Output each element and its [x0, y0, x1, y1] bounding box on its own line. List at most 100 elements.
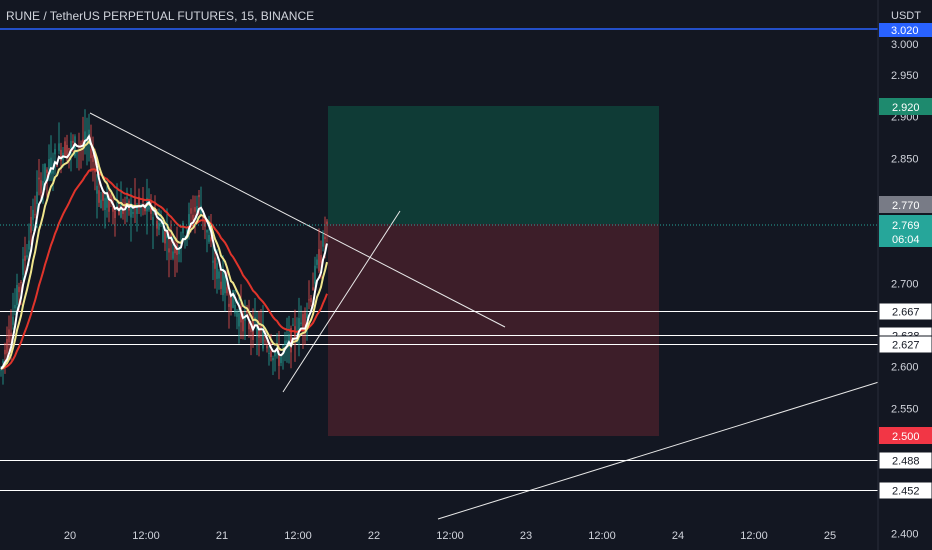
candle-body	[188, 214, 190, 227]
candle-body	[4, 349, 6, 355]
candle-body	[216, 263, 218, 279]
candle-body	[80, 143, 82, 147]
level-price-badge	[878, 481, 932, 500]
candle-body	[224, 275, 226, 294]
symbol-name: RUNE / TetherUS PERPETUAL FUTURES	[6, 9, 235, 23]
time-tick-label: 20	[64, 530, 76, 542]
interval-label: 15	[240, 9, 255, 23]
level-price-badge	[878, 335, 932, 354]
candle-body	[92, 155, 94, 162]
title-separator: ,	[254, 9, 261, 23]
candle-body	[84, 131, 86, 145]
candle-body	[312, 287, 314, 291]
candle-body	[232, 290, 234, 308]
level-price-badge	[878, 302, 932, 321]
alert-price-badge[interactable]	[879, 23, 932, 37]
candle-body	[120, 202, 122, 218]
price-axis[interactable]: USDT 2.9502.9002.8502.7002.6002.5502.400…	[877, 0, 932, 550]
candle-body	[284, 340, 286, 345]
candle-body	[132, 212, 134, 214]
candle-body	[44, 163, 46, 181]
candle-body	[14, 304, 16, 309]
candle-body	[158, 222, 160, 230]
entry-price-label: 2.770	[892, 200, 920, 212]
candle-body	[24, 255, 26, 261]
symbol-title[interactable]: RUNE / TetherUS PERPETUAL FUTURES, 15, B…	[6, 9, 314, 23]
candle-body	[262, 329, 264, 349]
time-axis[interactable]: 20 12:00 21 12:00 22 12:00 23 12:00 24 12:00 25	[64, 530, 836, 542]
trend-line-long[interactable]	[437, 380, 883, 520]
candle-body	[318, 249, 320, 272]
candle-body	[264, 340, 266, 342]
candle-body	[320, 254, 322, 263]
target-price-badge	[879, 98, 932, 115]
ema-fast-line[interactable]	[0, 133, 328, 370]
candle-body	[204, 216, 206, 227]
candle-body	[98, 190, 100, 203]
candle-body	[310, 297, 312, 303]
candle-body	[108, 195, 110, 212]
candle-body	[82, 139, 84, 144]
trend-line-rising[interactable]	[282, 210, 401, 393]
candle-body	[130, 202, 132, 218]
candle-body	[208, 234, 210, 242]
candle-body	[34, 214, 36, 216]
candle-body	[238, 313, 240, 327]
candle-body	[54, 149, 56, 155]
time-tick-label: 25	[824, 530, 836, 542]
candle-body	[300, 322, 302, 325]
candle-body	[38, 177, 40, 180]
candle-body	[64, 141, 66, 158]
candle-body	[242, 314, 244, 332]
candle-body	[102, 189, 104, 201]
candle-body	[172, 251, 174, 259]
time-tick-label: 23	[520, 530, 532, 542]
candle-body	[288, 333, 290, 346]
ema-mid-line[interactable]	[0, 139, 328, 370]
candle-body	[162, 230, 164, 243]
candle-body	[178, 248, 180, 255]
candle-body	[166, 232, 168, 239]
candle-body	[134, 197, 136, 206]
candle-body	[96, 185, 98, 194]
candle-body	[226, 287, 228, 294]
candle-body	[28, 240, 30, 250]
candle-body	[16, 284, 18, 306]
ema-slow-line[interactable]	[0, 168, 328, 370]
candle-body	[298, 318, 300, 337]
candle-body	[206, 229, 208, 233]
candle-body	[40, 180, 42, 194]
candle-body	[42, 180, 44, 186]
time-tick-label: 12:00	[132, 530, 160, 542]
candle-body	[160, 222, 162, 225]
price-tick-label: 2.550	[891, 403, 919, 415]
candle-body	[324, 236, 326, 240]
candle-body	[168, 248, 170, 253]
loss-zone[interactable]	[328, 224, 659, 436]
candle-body	[250, 328, 252, 333]
price-tick-label: 2.850	[891, 153, 919, 165]
candle-body	[182, 222, 184, 234]
candle-body	[126, 197, 128, 199]
price-tick-label: 2.700	[891, 278, 919, 290]
candle-body	[72, 140, 74, 143]
candle-body	[316, 259, 318, 265]
candle-body	[322, 234, 324, 247]
profit-zone[interactable]	[328, 106, 659, 224]
level-price-label: 2.488	[892, 456, 920, 468]
candle-body	[90, 148, 92, 159]
candle-body	[190, 208, 192, 214]
candle-body	[278, 353, 280, 366]
trend-line-upper[interactable]	[89, 112, 506, 328]
candle-body	[308, 299, 310, 301]
candle-body	[272, 358, 274, 361]
candle-body	[246, 310, 248, 313]
candle-body	[94, 170, 96, 173]
bar-countdown-label: 06:04	[892, 234, 920, 246]
target-price-label: 2.920	[892, 102, 920, 114]
candle-body	[280, 357, 282, 363]
candle-body	[196, 206, 198, 216]
candle-body	[58, 143, 60, 151]
candle-body	[210, 237, 212, 242]
